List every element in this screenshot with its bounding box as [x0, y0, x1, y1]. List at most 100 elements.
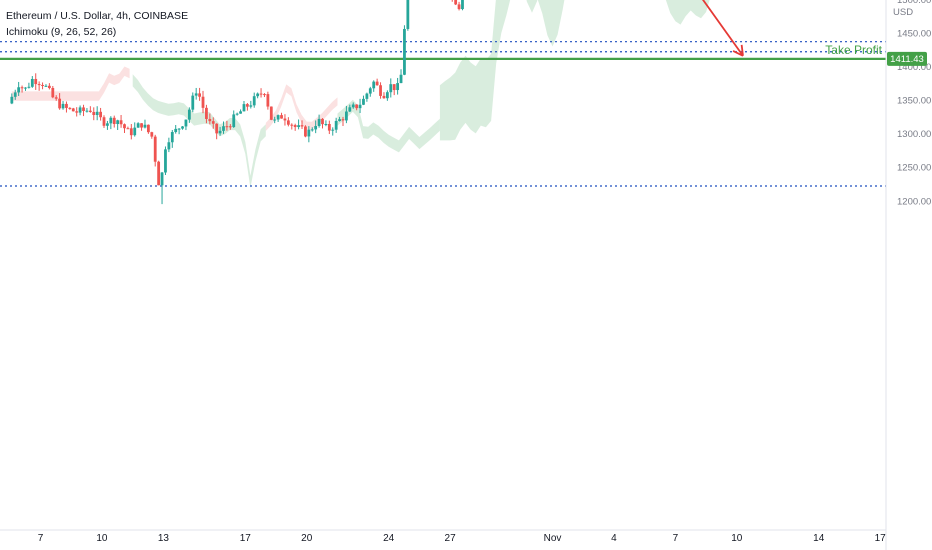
candle-body: [24, 87, 27, 89]
candle-body: [399, 74, 403, 84]
candle-body: [17, 87, 21, 93]
candle-body: [392, 84, 396, 91]
candle-body: [406, 0, 410, 29]
candle-body: [324, 123, 328, 125]
ichimoku-cloud-bearish: [11, 66, 130, 101]
candle-body: [355, 104, 359, 109]
candle-body: [37, 84, 41, 86]
candle-body: [99, 111, 102, 118]
x-tick-label: 20: [301, 533, 313, 544]
candle-body: [13, 92, 17, 97]
candle-body: [249, 105, 253, 107]
candle-body: [351, 104, 355, 108]
arrow-head: [732, 50, 744, 57]
candle-body: [123, 124, 126, 129]
candle-body: [191, 95, 195, 110]
candle-body: [310, 129, 314, 131]
candle-body: [327, 123, 331, 131]
candle-body: [194, 93, 198, 96]
candle-body: [164, 149, 167, 173]
candle-body: [222, 126, 225, 131]
candle-body: [160, 172, 164, 186]
candle-body: [174, 128, 178, 133]
candle-body: [389, 84, 393, 93]
y-tick-label: 1450.00: [897, 28, 931, 39]
price-tag-label: 1411.43: [890, 54, 924, 65]
candlesticks: [10, 0, 464, 205]
price-axis[interactable]: 1200.00 1250.00 1300.00 1350.00 1400.00 1450.…: [885, 0, 931, 550]
candle-body: [129, 128, 133, 136]
x-tick-label: 17: [875, 533, 887, 544]
candle-body: [379, 85, 382, 96]
candle-body: [375, 81, 379, 86]
candle-body: [300, 125, 304, 127]
candle-body: [58, 98, 62, 109]
candle-body: [181, 126, 184, 129]
candle-body: [54, 97, 58, 99]
x-tick-label: 7: [673, 533, 679, 544]
candle-body: [276, 115, 280, 120]
y-tick-label: 1350.00: [897, 96, 931, 107]
ichimoku-cloud-bullish: [132, 74, 266, 188]
currency-label: USD: [893, 7, 913, 18]
candle-body: [372, 81, 376, 89]
candle-body: [321, 118, 324, 125]
candle-body: [78, 107, 82, 113]
candle-body: [382, 95, 386, 99]
candle-body: [143, 124, 147, 128]
candle-body: [263, 94, 266, 96]
ichimoku-cloud-bullish: [526, 0, 710, 47]
candle-body: [47, 85, 51, 89]
candle-body: [20, 87, 24, 89]
price-levels: Stop LossSell EntryTake Profit: [0, 41, 886, 187]
candle-body: [259, 93, 263, 95]
candle-body: [331, 129, 335, 131]
candle-body: [157, 161, 161, 186]
candle-body: [27, 86, 31, 88]
candle-body: [362, 98, 365, 105]
y-tick-label: 1300.00: [897, 129, 931, 140]
candle-body: [396, 83, 400, 91]
chart-legend: Ethereum / U.S. Dollar, 4h, COINBASE Ich…: [6, 8, 188, 40]
time-axis[interactable]: 7 10 13 17 20 24 27 Nov 4 7 10 14 17: [0, 529, 887, 544]
x-tick-label: 27: [445, 533, 457, 544]
y-tick-label: 1250.00: [897, 163, 931, 174]
x-tick-label: Nov: [544, 533, 562, 544]
candle-body: [61, 103, 65, 109]
indicator-label[interactable]: Ichimoku (9, 26, 52, 26): [6, 26, 117, 38]
y-tick-label: 1400.00: [897, 62, 931, 73]
candle-body: [140, 123, 143, 128]
candle-body: [293, 125, 297, 128]
projection-arrow: [702, 0, 744, 57]
candle-body: [126, 128, 130, 130]
candle-body: [177, 128, 181, 130]
candle-body: [314, 126, 318, 130]
candle-body: [208, 118, 212, 122]
x-tick-label: 4: [611, 533, 617, 544]
candle-body: [187, 109, 191, 120]
candle-body: [88, 110, 92, 112]
candle-body: [269, 106, 273, 120]
candle-body: [286, 120, 290, 125]
symbol-title[interactable]: Ethereum / U.S. Dollar, 4h, COINBASE: [6, 10, 189, 22]
candle-body: [184, 119, 188, 127]
candle-body: [153, 136, 157, 162]
x-tick-label: 7: [38, 533, 44, 544]
candle-body: [358, 104, 362, 109]
candle-body: [245, 104, 249, 107]
y-tick-label: 1200.00: [897, 196, 931, 207]
candle-body: [283, 118, 287, 121]
candle-body: [150, 132, 154, 137]
candle-body: [146, 124, 150, 133]
x-tick-label: 14: [813, 533, 825, 544]
level-label-take-profit: Take Profit: [825, 43, 882, 57]
candle-body: [133, 127, 137, 136]
candle-body: [201, 96, 205, 108]
y-tick-label: 1500.00: [897, 0, 931, 6]
candle-body: [345, 111, 348, 121]
candle-body: [85, 110, 89, 112]
candle-body: [290, 124, 294, 126]
candle-body: [71, 108, 75, 112]
candle-body: [341, 119, 345, 121]
